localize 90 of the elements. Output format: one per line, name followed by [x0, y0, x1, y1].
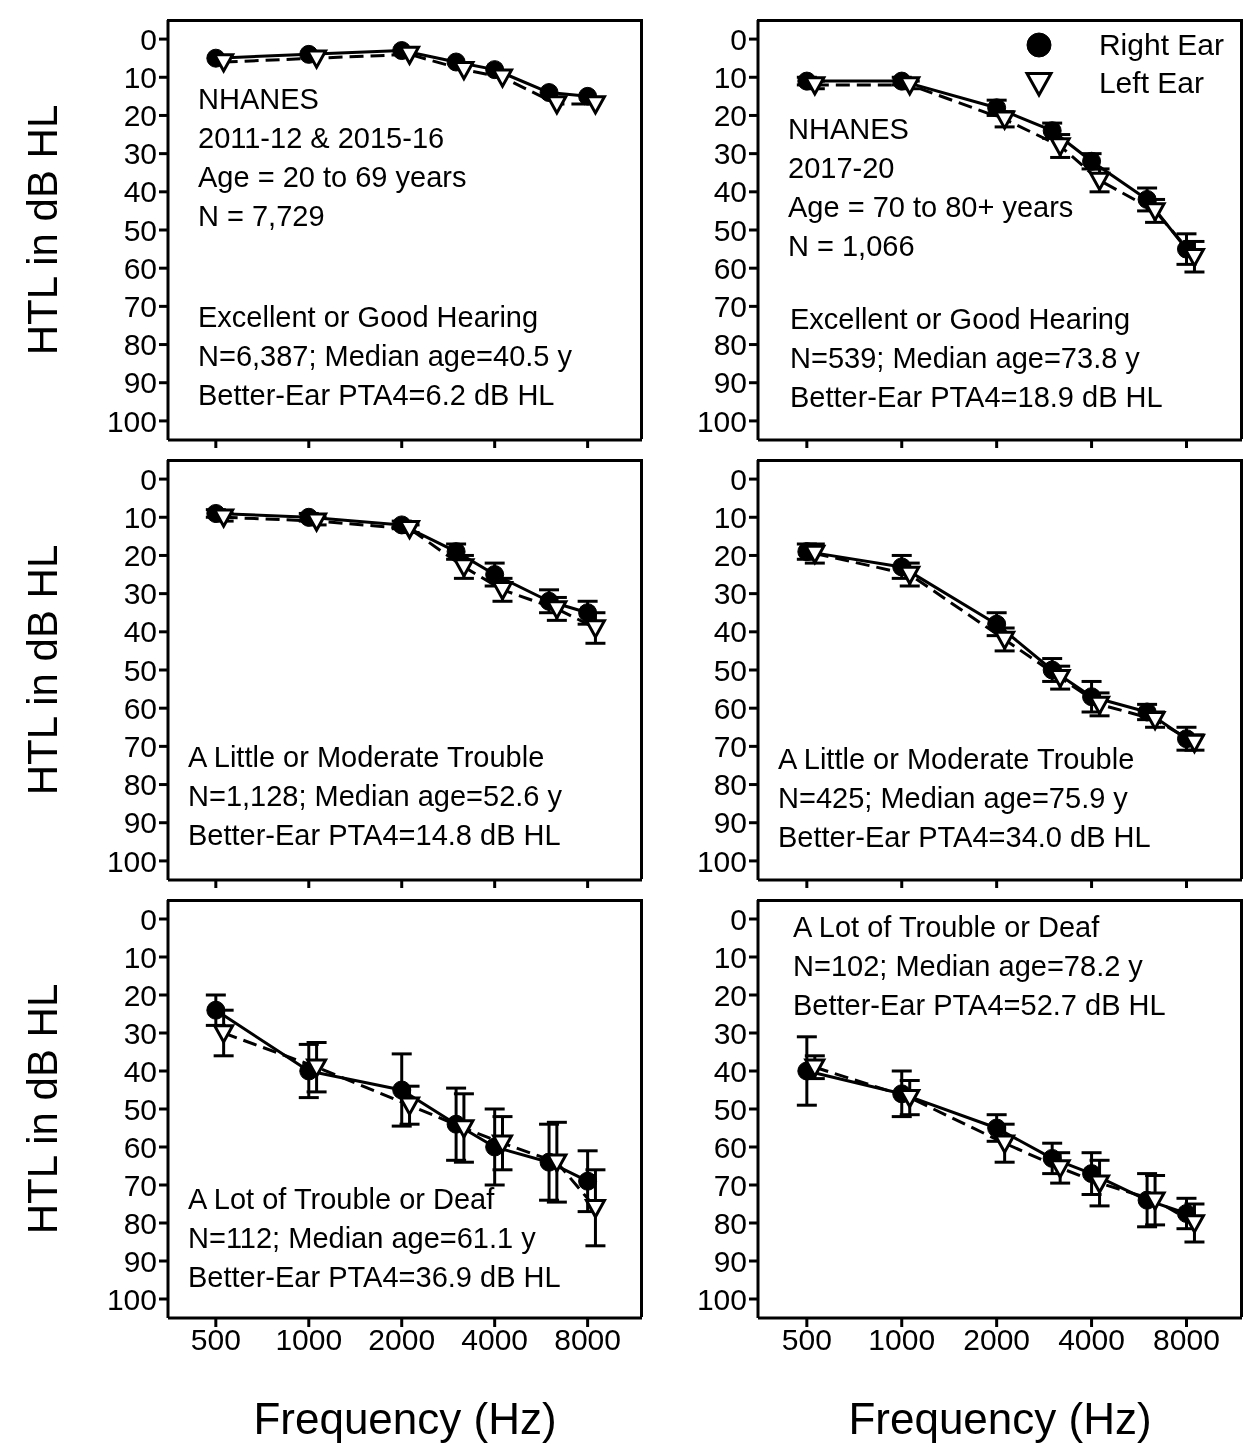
- y-tick-label: 20: [123, 978, 157, 1012]
- y-tick-label: 0: [730, 902, 747, 936]
- y-tick-label: 100: [696, 1282, 747, 1316]
- y-tick-label: 100: [106, 1282, 157, 1316]
- y-tick-label: 10: [123, 940, 157, 974]
- x-tick-label: 500: [781, 1323, 832, 1357]
- annotation: A Lot of Trouble or Deaf N=112; Median age=61.1 y Better-Ear PTA4=36.9 dB HL: [188, 1182, 561, 1295]
- y-tick-label: 100: [696, 404, 747, 438]
- y-axis-title: HTL in dB HL: [18, 544, 66, 796]
- y-tick-label: 80: [713, 1206, 747, 1240]
- y-tick-label: 20: [123, 99, 157, 133]
- y-tick-label: 70: [713, 730, 747, 764]
- y-tick-label: 10: [123, 60, 157, 94]
- y-tick-label: 70: [713, 290, 747, 324]
- annotation: A Lot of Trouble or Deaf N=102; Median age=78.2 y Better-Ear PTA4=52.7 dB HL: [793, 910, 1166, 1023]
- y-tick-label: 90: [713, 1244, 747, 1278]
- y-tick-label: 30: [123, 137, 157, 171]
- y-axis-title: HTL in dB HL: [18, 983, 66, 1235]
- y-tick-label: 30: [713, 1016, 747, 1050]
- y-tick-label: 80: [123, 328, 157, 362]
- x-tick-label: 2000: [963, 1323, 1031, 1357]
- x-axis-title: Frequency (Hz): [253, 1394, 557, 1443]
- y-tick-label: 70: [123, 290, 157, 324]
- x-tick-label: 2000: [368, 1323, 436, 1357]
- y-tick-label: 20: [123, 539, 157, 573]
- y-tick-label: 50: [713, 1092, 747, 1126]
- x-tick-label: 1000: [868, 1323, 936, 1357]
- y-tick-label: 60: [713, 251, 747, 285]
- y-tick-label: 30: [713, 577, 747, 611]
- y-tick-label: 70: [123, 730, 157, 764]
- y-tick-label: 100: [106, 404, 157, 438]
- y-tick-label: 90: [713, 366, 747, 400]
- y-tick-label: 20: [713, 978, 747, 1012]
- y-tick-label: 40: [123, 615, 157, 649]
- x-tick-label: 8000: [1153, 1323, 1220, 1357]
- y-tick-label: 0: [140, 22, 157, 56]
- y-tick-label: 10: [713, 60, 747, 94]
- y-tick-label: 50: [123, 1092, 157, 1126]
- y-tick-label: 60: [123, 251, 157, 285]
- y-tick-label: 60: [123, 1130, 157, 1164]
- y-tick-label: 10: [713, 500, 747, 534]
- legend-label: Left Ear: [1098, 65, 1204, 101]
- y-tick-label: 80: [123, 768, 157, 802]
- y-tick-label: 0: [730, 22, 747, 56]
- y-tick-label: 0: [140, 462, 157, 496]
- y-tick-label: 30: [123, 1016, 157, 1050]
- y-tick-label: 40: [713, 1054, 747, 1088]
- y-tick-label: 30: [123, 577, 157, 611]
- y-tick-label: 30: [713, 137, 747, 171]
- y-tick-label: 0: [730, 462, 747, 496]
- y-tick-label: 80: [713, 768, 747, 802]
- y-tick-label: 90: [123, 366, 157, 400]
- y-tick-label: 60: [713, 1130, 747, 1164]
- x-axis-title: Frequency (Hz): [848, 1394, 1152, 1443]
- annotation: A Little or Moderate Trouble N=1,128; Median age=52.6 y Better-Ear PTA4=14.8 dB HL: [188, 740, 563, 853]
- y-axis-title: HTL in dB HL: [18, 104, 66, 356]
- y-tick-label: 70: [123, 1168, 157, 1202]
- y-tick-label: 70: [713, 1168, 747, 1202]
- x-tick-label: 4000: [461, 1323, 529, 1357]
- y-tick-label: 60: [123, 691, 157, 725]
- y-tick-label: 90: [713, 806, 747, 840]
- y-tick-label: 100: [696, 844, 747, 878]
- y-tick-label: 20: [713, 99, 747, 133]
- y-tick-label: 80: [713, 328, 747, 362]
- y-tick-label: 100: [106, 844, 157, 878]
- y-tick-label: 90: [123, 806, 157, 840]
- x-tick-label: 8000: [554, 1323, 621, 1357]
- y-tick-label: 40: [713, 175, 747, 209]
- y-tick-label: 0: [140, 902, 157, 936]
- legend-label: Right Ear: [1098, 27, 1224, 63]
- y-tick-label: 10: [713, 940, 747, 974]
- x-tick-label: 1000: [275, 1323, 343, 1357]
- y-tick-label: 50: [713, 653, 747, 687]
- y-tick-label: 60: [713, 691, 747, 725]
- y-tick-label: 20: [713, 539, 747, 573]
- annotation: NHANES 2011-12 & 2015-16 Age = 20 to 69 years N = 7,729: [198, 82, 467, 234]
- y-tick-label: 40: [123, 175, 157, 209]
- y-tick-label: 40: [713, 615, 747, 649]
- x-tick-label: 500: [190, 1323, 241, 1357]
- y-tick-label: 50: [713, 213, 747, 247]
- annotation: Excellent or Good Hearing N=6,387; Median age=40.5 y Better-Ear PTA4=6.2 dB HL: [198, 300, 573, 413]
- y-tick-label: 50: [123, 653, 157, 687]
- y-tick-label: 90: [123, 1244, 157, 1278]
- y-tick-label: 50: [123, 213, 157, 247]
- y-tick-label: 80: [123, 1206, 157, 1240]
- annotation: Excellent or Good Hearing N=539; Median age=73.8 y Better-Ear PTA4=18.9 dB HL: [790, 302, 1163, 415]
- annotation: A Little or Moderate Trouble N=425; Median age=75.9 y Better-Ear PTA4=34.0 dB HL: [778, 742, 1151, 855]
- y-tick-label: 40: [123, 1054, 157, 1088]
- y-tick-label: 10: [123, 500, 157, 534]
- x-tick-label: 4000: [1058, 1323, 1125, 1357]
